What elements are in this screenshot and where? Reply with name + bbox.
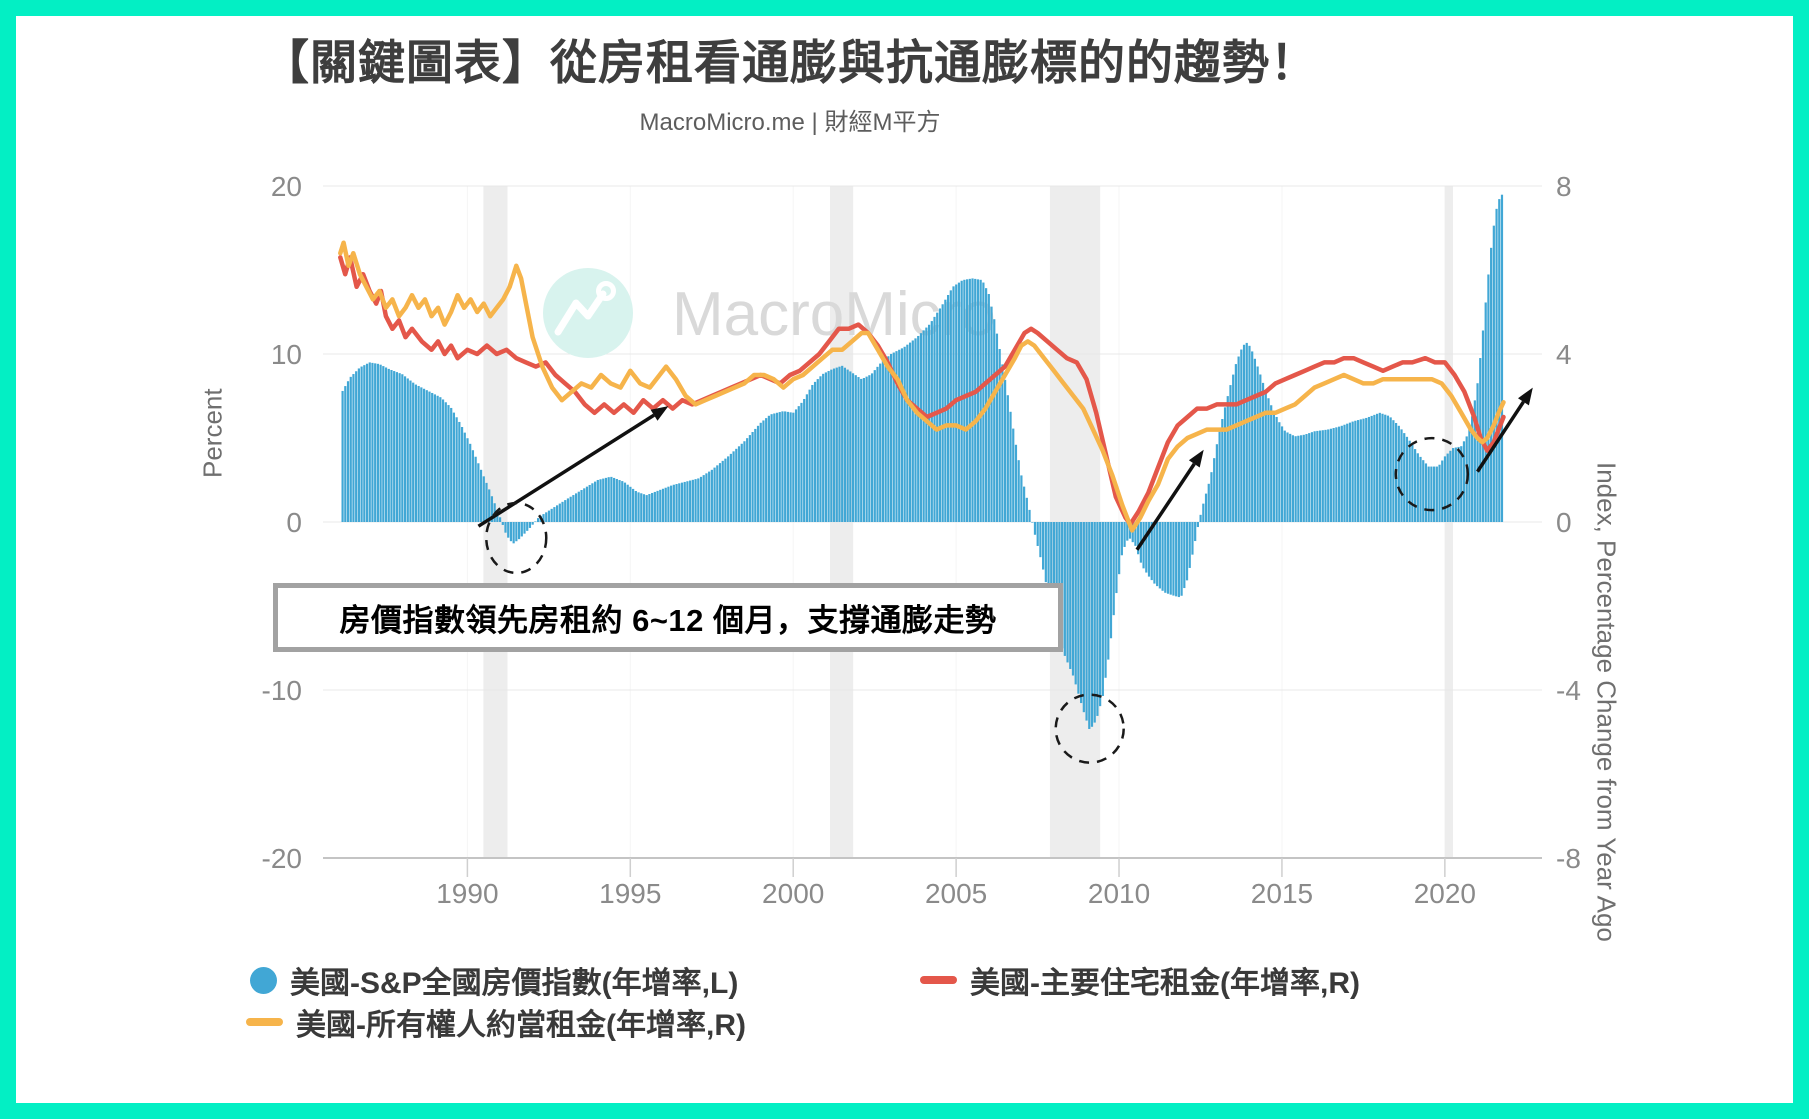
x-tick-label: 2020 bbox=[1414, 878, 1476, 909]
legend-label: 美國-所有權人約當租金(年增率,R) bbox=[296, 1009, 746, 1042]
x-tick-label: 2015 bbox=[1251, 878, 1313, 909]
legend-dot-marker-blue bbox=[250, 966, 277, 994]
right-tick-label: 4 bbox=[1556, 339, 1572, 370]
right-axis-ticks: 8 4 0 -4 -8 bbox=[1556, 171, 1581, 874]
left-tick-label: -20 bbox=[262, 843, 302, 874]
page-title: 【關鍵圖表】從房租看通膨與抗通膨標的的趨勢！ bbox=[262, 36, 1318, 89]
annotation-arrows bbox=[477, 387, 1533, 551]
legend-item-house-price-index: 美國-S&P全國房價指數(年增率,L) bbox=[250, 958, 738, 1002]
left-tick-label: 10 bbox=[271, 339, 302, 370]
x-tick-label: 1995 bbox=[599, 878, 661, 909]
legend-dash-marker-yellow bbox=[246, 1018, 283, 1026]
left-tick-label: -10 bbox=[262, 675, 302, 706]
right-tick-label: -4 bbox=[1556, 675, 1581, 706]
x-tick-label: 2010 bbox=[1088, 878, 1150, 909]
annotation-callout-text: 房價指數領先房租約 6~12 個月，支撐通膨走勢 bbox=[339, 603, 997, 638]
legend-label: 美國-主要住宅租金(年增率,R) bbox=[970, 967, 1360, 1000]
macromicro-logo: MacroMicro bbox=[543, 268, 996, 358]
annotation-callout-box: 房價指數領先房租約 6~12 個月，支撐通膨走勢 bbox=[273, 583, 1063, 652]
owners-equivalent-rent-line bbox=[338, 240, 1506, 533]
annotation-dashed-circles bbox=[485, 436, 1470, 764]
legend-item-primary-rent: 美國-主要住宅租金(年增率,R) bbox=[920, 958, 1360, 1002]
left-axis-ticks: 20 10 0 -10 -20 bbox=[262, 171, 302, 874]
left-tick-label: 20 bbox=[271, 171, 302, 202]
x-tick-label: 1990 bbox=[436, 878, 498, 909]
right-tick-label: 8 bbox=[1556, 171, 1572, 202]
right-tick-label: 0 bbox=[1556, 507, 1572, 538]
legend-label: 美國-S&P全國房價指數(年增率,L) bbox=[290, 967, 739, 1000]
right-tick-label: -8 bbox=[1556, 843, 1581, 874]
page-subtitle: MacroMicro.me | 財經M平方 bbox=[639, 109, 941, 136]
x-tick-label: 2005 bbox=[925, 878, 987, 909]
x-tick-label: 2000 bbox=[762, 878, 824, 909]
bars-house-price-series bbox=[341, 194, 1504, 729]
x-axis: 1990 1995 2000 2005 2010 2015 2020 bbox=[323, 857, 1542, 909]
left-tick-label: 0 bbox=[286, 507, 302, 538]
legend-dash-marker-red bbox=[920, 976, 957, 984]
legend-item-owners-equivalent-rent: 美國-所有權人約當租金(年增率,R) bbox=[246, 1000, 746, 1044]
